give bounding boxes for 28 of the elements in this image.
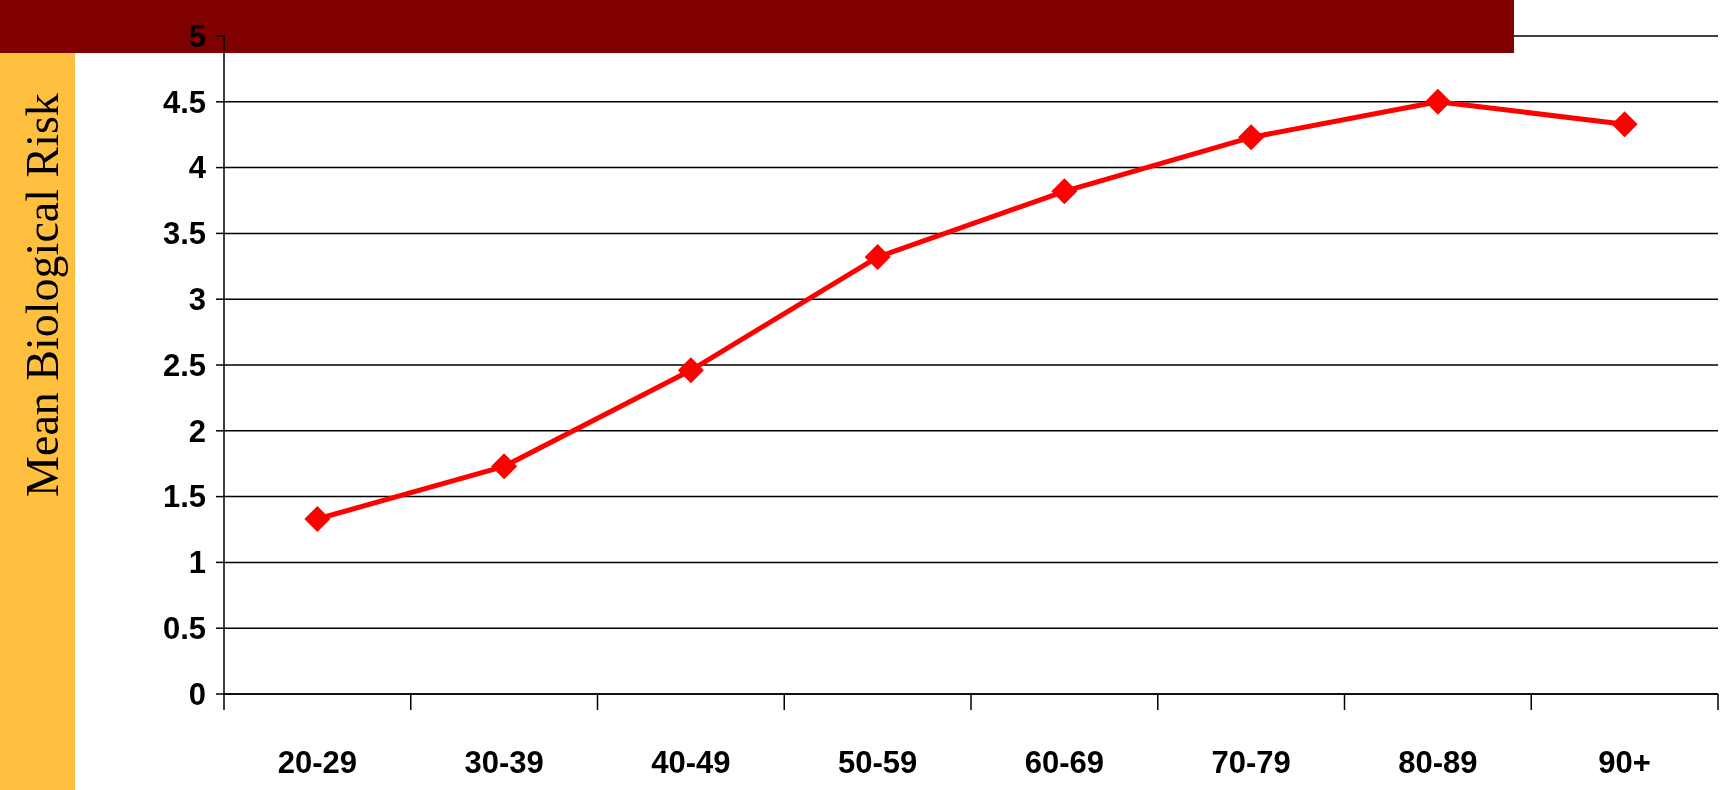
x-tick-label: 80-89 bbox=[1398, 745, 1478, 780]
y-tick-label: 3.5 bbox=[162, 216, 206, 252]
y-tick-label: 2 bbox=[188, 413, 206, 449]
y-tick-label: 0.5 bbox=[162, 611, 206, 647]
x-tick-label: 30-39 bbox=[464, 745, 544, 780]
point bbox=[864, 244, 891, 271]
x-tick-label: 20-29 bbox=[277, 745, 358, 780]
y-tick-label: 0 bbox=[188, 676, 206, 712]
point bbox=[1424, 88, 1451, 115]
x-tick-label: 40-49 bbox=[651, 745, 731, 780]
y-tick-label: 4.5 bbox=[162, 84, 206, 120]
y-tick-label: 2.5 bbox=[162, 347, 206, 383]
y-tick-label: 1.5 bbox=[162, 479, 206, 515]
x-tick-label: 90+ bbox=[1598, 745, 1651, 780]
point bbox=[677, 357, 704, 384]
y-axis-title: Mean Biological Risk bbox=[17, 93, 68, 497]
y-tick-label: 1 bbox=[188, 545, 206, 581]
x-tick-label: 50-59 bbox=[837, 745, 918, 780]
point bbox=[491, 453, 518, 480]
point bbox=[1238, 124, 1265, 151]
y-tick-label: 5 bbox=[188, 18, 206, 54]
point bbox=[304, 505, 331, 532]
x-tick-label: 60-69 bbox=[1024, 745, 1105, 780]
y-tick-label: 3 bbox=[188, 282, 206, 318]
x-tick-label: 70-79 bbox=[1211, 745, 1291, 780]
point bbox=[1051, 178, 1078, 205]
y-tick-label: 4 bbox=[188, 150, 207, 186]
point bbox=[1611, 111, 1638, 138]
